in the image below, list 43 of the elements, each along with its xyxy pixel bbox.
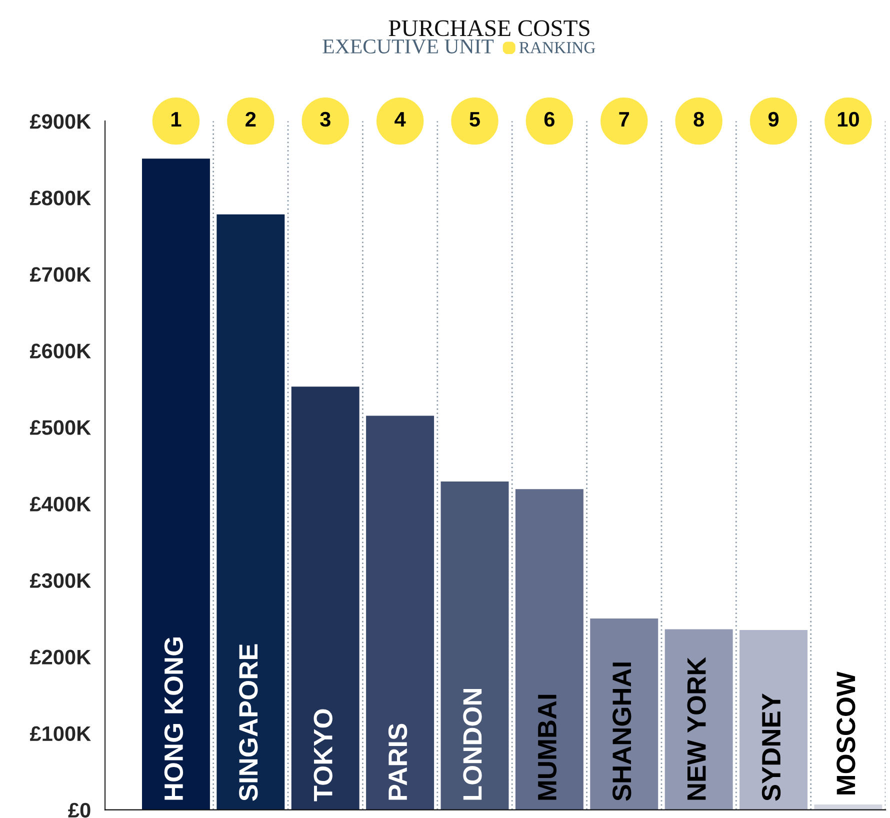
y-tick-label: £100K bbox=[30, 726, 91, 742]
bar bbox=[515, 489, 584, 810]
y-tick-label: £900K bbox=[30, 114, 91, 129]
x-tick-label: SHANGHAI bbox=[612, 662, 632, 801]
y-tick-label: £800K bbox=[30, 190, 91, 206]
x-tick-label: MUMBAI bbox=[538, 694, 557, 800]
x-tick-label: MOSCOW bbox=[836, 672, 856, 794]
y-tick-label: £600K bbox=[30, 344, 91, 358]
bar bbox=[366, 416, 434, 810]
bar bbox=[440, 482, 509, 810]
y-tick-label: £200K bbox=[30, 650, 91, 665]
bar bbox=[664, 629, 733, 810]
y-tick-label: £300K bbox=[30, 573, 91, 588]
y-tick-label: £700K bbox=[30, 267, 91, 282]
bar bbox=[216, 214, 285, 810]
annotation: 1 bbox=[171, 112, 182, 126]
x-tick-label: NEW YORK bbox=[687, 657, 706, 800]
x-tick-label: PARIS bbox=[388, 724, 408, 800]
bar bbox=[814, 804, 882, 810]
x-tick-label: TOKYO bbox=[314, 709, 332, 802]
annotation: 4 bbox=[394, 112, 406, 126]
annotation: 3 bbox=[320, 112, 330, 127]
text: RANKING bbox=[519, 42, 596, 54]
annotation: 2 bbox=[246, 112, 256, 126]
bar bbox=[590, 618, 658, 810]
chart-subtitle: EXECUTIVE UNIT bbox=[322, 39, 494, 54]
y-tick-label: £400K bbox=[30, 496, 91, 512]
annotation: 10 bbox=[838, 112, 859, 127]
annotation: 6 bbox=[544, 112, 554, 127]
bar bbox=[740, 630, 808, 810]
bar bbox=[142, 158, 210, 810]
y-tick-label: £500K bbox=[30, 420, 91, 435]
chart-title: PURCHASE COSTS bbox=[388, 20, 590, 36]
annotation: 7 bbox=[619, 112, 630, 126]
annotation: 5 bbox=[470, 112, 480, 127]
x-tick-label: SINGAPORE bbox=[239, 644, 258, 801]
x-tick-label: HONG KONG bbox=[164, 638, 184, 800]
annotation: 9 bbox=[768, 112, 779, 127]
bar bbox=[291, 386, 360, 810]
x-tick-label: SYDNEY bbox=[762, 693, 781, 801]
x-tick-label: LONDON bbox=[463, 688, 482, 800]
y-tick-label: £0 bbox=[68, 802, 90, 818]
annotation: 8 bbox=[694, 112, 704, 127]
